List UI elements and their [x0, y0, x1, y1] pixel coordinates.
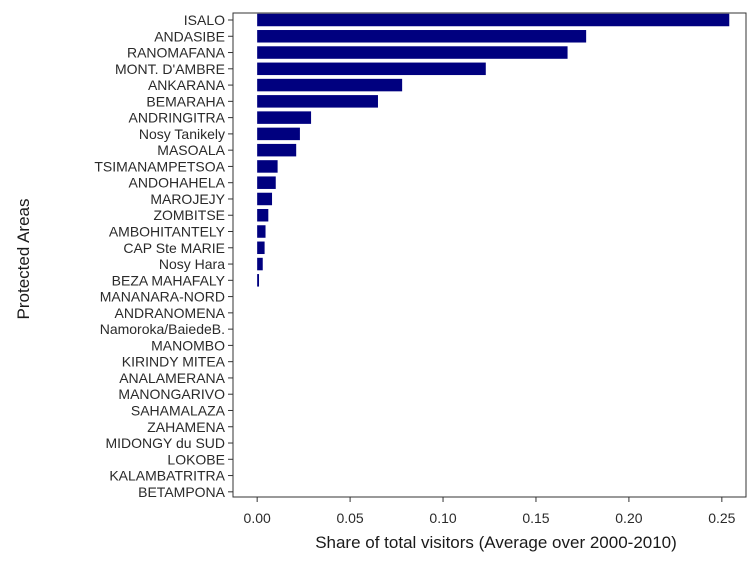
y-tick-label: RANOMAFANA: [127, 45, 226, 61]
y-tick-label: Nosy Hara: [159, 256, 225, 272]
y-tick-label: BEMARAHA: [146, 93, 225, 109]
y-tick-label: ANDOHAHELA: [129, 175, 226, 191]
bar: [257, 274, 260, 287]
bar: [257, 46, 568, 59]
y-tick-label: BETAMPONA: [138, 484, 226, 500]
y-tick-label: SAHAMALAZA: [131, 402, 226, 418]
bar: [257, 143, 297, 157]
bar: [257, 78, 403, 92]
x-tick-label: 0.10: [429, 510, 456, 526]
y-tick-label: MANOMBO: [151, 337, 225, 353]
y-tick-label: MONT. D'AMBRE: [115, 61, 225, 77]
y-tick-label: ISALO: [184, 12, 225, 28]
x-axis-title: Share of total visitors (Average over 20…: [315, 533, 677, 552]
bar: [257, 176, 276, 189]
x-tick-label: 0.25: [708, 510, 735, 526]
bar: [257, 225, 266, 238]
y-tick-label: ANALAMERANA: [119, 370, 225, 386]
bar: [257, 241, 265, 255]
bar: [257, 127, 300, 141]
y-tick-label: ZOMBITSE: [153, 207, 225, 223]
x-tick-label: 0.15: [522, 510, 549, 526]
bar: [257, 95, 378, 108]
x-tick-label: 0.20: [615, 510, 642, 526]
y-tick-label: KALAMBATRITRA: [109, 468, 225, 484]
y-tick-label: MASOALA: [157, 142, 225, 158]
y-tick-label: Nosy Tanikely: [139, 126, 225, 142]
y-tick-label: TSIMANAMPETSOA: [94, 158, 225, 174]
bar: [257, 13, 730, 27]
y-tick-label: ANDRINGITRA: [129, 110, 226, 126]
bar: [257, 62, 486, 76]
bar: [257, 111, 312, 124]
bar: [257, 160, 278, 173]
y-tick-label: LOKOBE: [167, 451, 225, 467]
y-tick-label: CAP Ste MARIE: [123, 240, 225, 256]
y-tick-label: MANANARA-NORD: [100, 289, 225, 305]
y-tick-label: ANDASIBE: [154, 28, 225, 44]
x-tick-label: 0.05: [336, 510, 363, 526]
bar: [257, 257, 263, 271]
y-tick-label: ANKARANA: [148, 77, 226, 93]
y-tick-label: MANONGARIVO: [118, 386, 225, 402]
bars-group: [257, 13, 730, 287]
y-axis-title: Protected Areas: [14, 199, 33, 320]
bar: [257, 30, 587, 43]
y-tick-label: BEZA MAHAFALY: [112, 272, 226, 288]
y-tick-label: MAROJEJY: [150, 191, 225, 207]
x-tick-label: 0.00: [244, 510, 271, 526]
y-tick-label: AMBOHITANTELY: [109, 224, 226, 240]
y-tick-label: ANDRANOMENA: [115, 305, 226, 321]
bar: [257, 208, 269, 222]
plot-panel: [232, 12, 747, 498]
x-axis-ticks: 0.00 0.05 0.10 0.15 0.20 0.25: [244, 497, 736, 526]
y-tick-label: KIRINDY MITEA: [122, 354, 226, 370]
y-tick-label: MIDONGY du SUD: [105, 435, 225, 451]
y-tick-label: ZAHAMENA: [147, 419, 225, 435]
bar: [257, 192, 273, 206]
y-tick-label: Namoroka/BaiedeB.: [100, 321, 225, 337]
